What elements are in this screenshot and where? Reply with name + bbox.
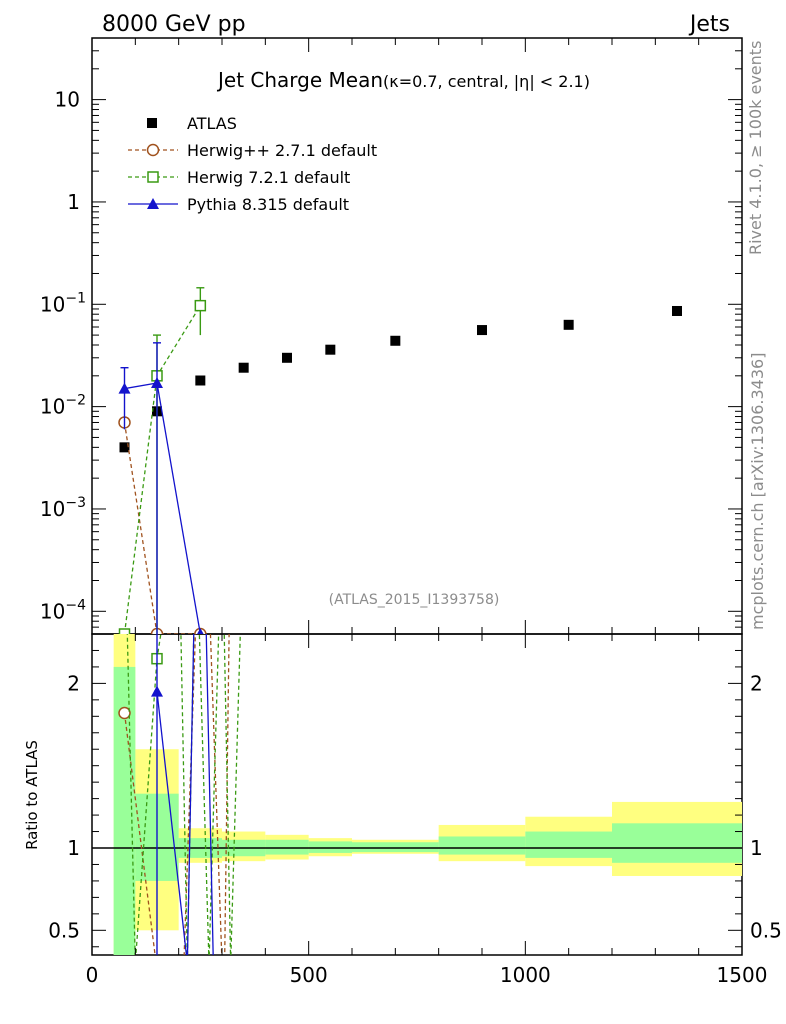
analysis-watermark: (ATLAS_2015_I1393758) (329, 592, 500, 608)
ratio-band-green (265, 840, 308, 855)
legend-atlas-marker (147, 118, 157, 128)
y-tick-label-main: 1 (67, 190, 80, 214)
y-tick-label-ratio: 0.5 (48, 918, 80, 942)
y-tick-label-main: 10 (55, 88, 80, 112)
mcplots-label: mcplots.cern.ch [arXiv:1306.3436] (748, 353, 767, 630)
ratio-band-green (309, 841, 352, 853)
y-tick-label-main: 10−2 (40, 393, 86, 419)
y-tick-label-exponent: −4 (65, 597, 86, 613)
legend-herwigpp-label: Herwig++ 2.7.1 default (187, 141, 377, 160)
jet-charge-plot: 8000 GeV pp Jets Rivet 4.1.0, ≥ 100k eve… (0, 0, 786, 1024)
x-tick-label: 1000 (500, 963, 551, 987)
y-tick-label-ratio-right: 0.5 (750, 918, 782, 942)
y-tick-label-main: 10−4 (40, 597, 86, 623)
atlas-point (195, 375, 205, 385)
x-tick-label: 500 (290, 963, 328, 987)
y-tick-label-base: 10 (40, 497, 65, 521)
atlas-point (239, 363, 249, 373)
legend-pythia-label: Pythia 8.315 default (187, 195, 349, 214)
series-line-2 (125, 383, 201, 634)
atlas-point (325, 345, 335, 355)
x-tick-label: 0 (86, 963, 99, 987)
y-tick-label-main: 10−1 (40, 290, 86, 316)
header-right: Jets (688, 12, 730, 37)
series-line-0 (125, 422, 201, 634)
series-marker-1 (195, 301, 205, 311)
legend-atlas-label: ATLAS (187, 114, 237, 133)
legend-herwig7-label: Herwig 7.2.1 default (187, 168, 350, 187)
legend-entry-herwig7: Herwig 7.2.1 default (128, 168, 350, 187)
legend-herwig7-marker (148, 172, 158, 182)
ratio-marker-0 (119, 708, 130, 719)
atlas-point (564, 320, 574, 330)
y-tick-label-base: 10 (40, 599, 65, 623)
x-tick-label: 1500 (717, 963, 768, 987)
chart-title: Jet Charge Mean(κ=0.7, central, |η| < 2.… (216, 68, 590, 92)
legend-entry-atlas: ATLAS (147, 114, 237, 133)
ratio-series-layer (92, 519, 742, 963)
chart-title-main: Jet Charge Mean (216, 68, 383, 92)
series-line-1 (125, 306, 201, 634)
legend: ATLAS Herwig++ 2.7.1 default Herwig 7.2.… (128, 114, 377, 214)
ratio-band-green (439, 836, 526, 854)
header-left: 8000 GeV pp (102, 12, 246, 37)
chart-title-suffix: (κ=0.7, central, |η| < 2.1) (383, 72, 590, 91)
rivet-label: Rivet 4.1.0, ≥ 100k events (746, 41, 765, 255)
y-tick-label-ratio-right: 1 (750, 836, 763, 860)
ratio-band-green (612, 823, 742, 863)
y-tick-label-base: 10 (40, 292, 65, 316)
ratio-band-green (525, 832, 612, 858)
atlas-point (390, 336, 400, 346)
y-tick-label-ratio: 1 (67, 836, 80, 860)
legend-entry-pythia: Pythia 8.315 default (128, 195, 349, 214)
y-tick-label-ratio-right: 2 (750, 671, 763, 695)
legend-entry-herwigpp: Herwig++ 2.7.1 default (128, 141, 377, 160)
atlas-point (282, 353, 292, 363)
ratio-ylabel: Ratio to ATLAS (23, 740, 41, 850)
y-tick-label-exponent: −2 (65, 393, 86, 409)
y-tick-label-exponent: −1 (65, 290, 86, 306)
atlas-point (672, 306, 682, 316)
y-tick-label-main: 10−3 (40, 495, 86, 521)
y-tick-label-ratio: 2 (67, 671, 80, 695)
y-tick-label-base: 10 (40, 395, 65, 419)
atlas-point (477, 325, 487, 335)
ratio-band-green (352, 842, 439, 852)
y-tick-label-exponent: −3 (65, 495, 86, 511)
legend-herwigpp-marker (148, 145, 159, 156)
